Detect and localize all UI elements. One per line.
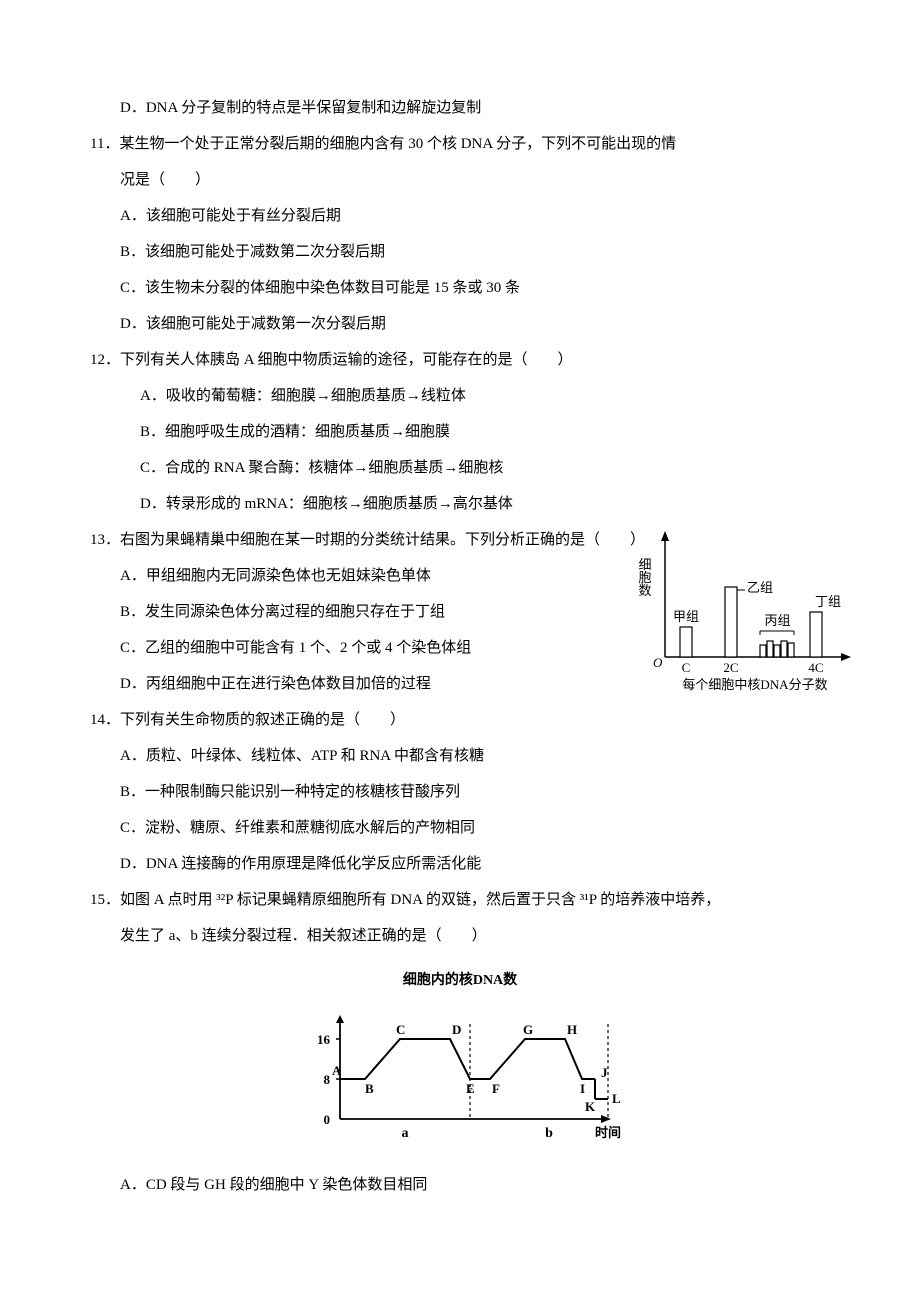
q14-stem: 14．下列有关生命物质的叙述正确的是（ ）: [80, 702, 840, 738]
svg-text:乙组: 乙组: [747, 580, 773, 595]
svg-text:每个细胞中核DNA分子数: 每个细胞中核DNA分子数: [682, 677, 827, 692]
q12-A: A．吸收的葡萄糖：细胞膜→细胞质基质→线粒体: [80, 378, 840, 414]
q13-chart: 细胞数 O 甲组 乙组丙组 丁组 C 2C 4C 每个细胞中核DNA分子数: [630, 527, 860, 697]
q14-B: B．一种限制酶只能识别一种特定的核糖核苷酸序列: [80, 774, 840, 810]
svg-text:丁组: 丁组: [815, 594, 841, 609]
svg-text:H: H: [567, 1022, 577, 1037]
svg-text:I: I: [580, 1081, 585, 1096]
svg-text:C: C: [682, 660, 691, 675]
q14-D: D．DNA 连接酶的作用原理是降低化学反应所需活化能: [80, 846, 840, 882]
svg-text:G: G: [523, 1022, 533, 1037]
svg-text:16: 16: [317, 1032, 331, 1047]
q15-stem2: 发生了 a、b 连续分裂过程．相关叙述正确的是（ ）: [80, 918, 840, 954]
svg-text:时间: 时间: [595, 1125, 621, 1140]
svg-text:O: O: [653, 655, 663, 670]
q11-B: B．该细胞可能处于减数第二次分裂后期: [80, 234, 840, 270]
svg-text:2C: 2C: [723, 660, 738, 675]
page: D．DNA 分子复制的特点是半保留复制和边解旋边复制 11．某生物一个处于正常分…: [0, 0, 920, 1263]
svg-text:8: 8: [324, 1072, 331, 1087]
svg-text:0: 0: [324, 1112, 331, 1127]
svg-text:J: J: [601, 1065, 608, 1080]
svg-text:A: A: [332, 1063, 342, 1078]
q15-fig-title: 细胞内的核DNA数: [80, 964, 840, 998]
q12-stem: 12．下列有关人体胰岛 A 细胞中物质运输的途径，可能存在的是（ ）: [80, 342, 840, 378]
svg-text:丙组: 丙组: [764, 613, 790, 628]
q13-block: 13．右图为果蝇精巢中细胞在某一时期的分类统计结果。下列分析正确的是（ ） A．…: [80, 522, 840, 702]
q11-A: A．该细胞可能处于有丝分裂后期: [80, 198, 840, 234]
svg-text:E: E: [466, 1081, 475, 1096]
q12-B: B．细胞呼吸生成的酒精：细胞质基质→细胞膜: [80, 414, 840, 450]
svg-text:b: b: [545, 1126, 553, 1141]
q15-A: A．CD 段与 GH 段的细胞中 Y 染色体数目相同: [80, 1167, 840, 1203]
svg-text:K: K: [585, 1099, 596, 1114]
q12-D: D．转录形成的 mRNA：细胞核→细胞质基质→高尔基体: [80, 486, 840, 522]
q12-C: C．合成的 RNA 聚合酶：核糖体→细胞质基质→细胞核: [80, 450, 840, 486]
q11-D: D．该细胞可能处于减数第一次分裂后期: [80, 306, 840, 342]
q11-stem: 11．某生物一个处于正常分裂后期的细胞内含有 30 个核 DNA 分子，下列不可…: [80, 126, 840, 162]
svg-text:甲组: 甲组: [673, 609, 699, 624]
svg-text:C: C: [396, 1022, 405, 1037]
q15-stem: 15．如图 A 点时用 ³²P 标记果蝇精原细胞所有 DNA 的双链，然后置于只…: [80, 882, 840, 918]
q11-stem2: 况是（ ）: [80, 162, 840, 198]
svg-text:B: B: [365, 1081, 374, 1096]
q14-C: C．淀粉、糖原、纤维素和蔗糖彻底水解后的产物相同: [80, 810, 840, 846]
svg-text:D: D: [452, 1022, 461, 1037]
svg-text:L: L: [612, 1091, 621, 1106]
q10-optD: D．DNA 分子复制的特点是半保留复制和边解旋边复制: [80, 90, 840, 126]
q11-C: C．该生物未分裂的体细胞中染色体数目可能是 15 条或 30 条: [80, 270, 840, 306]
q14-A: A．质粒、叶绿体、线粒体、ATP 和 RNA 中都含有核糖: [80, 738, 840, 774]
svg-text:F: F: [492, 1081, 500, 1096]
svg-text:a: a: [402, 1126, 409, 1141]
q15-figure: 细胞内的核DNA数 16 8 0 A B C D E F G H I J K La b 时间: [80, 964, 840, 1163]
svg-text:4C: 4C: [808, 660, 823, 675]
svg-text:细胞数: 细胞数: [637, 558, 652, 597]
